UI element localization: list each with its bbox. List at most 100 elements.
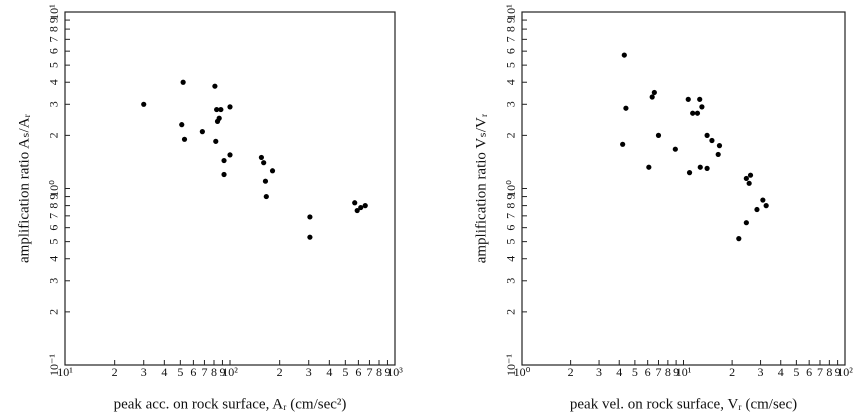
y-tick-label: 8 — [47, 203, 61, 209]
y-tick-label: 3 — [504, 101, 518, 107]
point — [358, 204, 364, 211]
y-tick-label: 6 — [504, 225, 518, 231]
x-tick-label: 5 — [632, 365, 638, 379]
point — [141, 101, 147, 107]
point — [214, 106, 220, 113]
x-tick-label: 7 — [655, 365, 661, 379]
x-tick-label: 6 — [190, 365, 196, 379]
point — [227, 152, 233, 158]
x-tick-label: 10⁰ — [514, 365, 531, 379]
x-tick-label: 2 — [568, 365, 574, 379]
y-tick-label: 10⁻¹ — [47, 354, 61, 376]
point — [621, 52, 627, 58]
y-tick-label: 5 — [504, 239, 518, 245]
point — [179, 122, 185, 128]
point — [716, 143, 723, 149]
y-tick-label: 5 — [504, 62, 518, 68]
y-tick-label: 10⁻¹ — [504, 354, 518, 376]
plot-frame — [64, 11, 396, 366]
point — [262, 178, 269, 184]
y-tick-label: 6 — [47, 225, 61, 231]
x-tick-label: 10³ — [387, 365, 403, 379]
y-tick-label: 10¹ — [47, 4, 61, 20]
x-tick-label: 2 — [729, 365, 735, 379]
y-axis-label: amplification ratio Vₛ/Vᵣ — [473, 113, 489, 263]
x-tick-label: 10¹ — [676, 365, 692, 379]
point — [690, 110, 696, 116]
y-tick-label: 4 — [47, 256, 61, 262]
point — [736, 236, 742, 242]
y-tick-label: 2 — [504, 132, 518, 138]
x-tick-label: 8 — [826, 365, 832, 379]
x-tick-label: 8 — [211, 365, 217, 379]
point — [258, 154, 265, 161]
y-tick-label: 9 — [504, 194, 518, 200]
point — [694, 110, 701, 116]
x-tick-label: 9 — [219, 365, 225, 379]
y-tick-label: 10⁰ — [47, 180, 61, 197]
x-tick-label: 5 — [177, 365, 183, 379]
point — [221, 171, 227, 178]
y-tick-label: 9 — [47, 17, 61, 23]
point — [715, 151, 721, 158]
y-tick-label: 10¹ — [504, 4, 518, 20]
point — [199, 129, 205, 135]
plot-frame — [521, 11, 846, 366]
x-tick-label: 6 — [355, 365, 361, 379]
point — [763, 203, 769, 209]
x-tick-label: 5 — [793, 365, 799, 379]
point — [649, 94, 655, 100]
y-tick-label: 8 — [47, 26, 61, 32]
point — [709, 137, 715, 144]
y-tick-label: 4 — [47, 79, 61, 85]
point — [754, 206, 760, 213]
x-tick-label: 10² — [837, 365, 853, 379]
point — [227, 104, 233, 110]
point — [212, 83, 218, 89]
x-tick-label: 3 — [758, 365, 764, 379]
point — [646, 164, 652, 170]
point — [269, 168, 276, 174]
y-tick-label: 9 — [47, 194, 61, 200]
y-tick-label: 5 — [47, 239, 61, 245]
y-tick-label: 3 — [47, 101, 61, 107]
x-axis-label: peak acc. on rock surface, Aᵣ (cm/sec²) — [114, 396, 347, 412]
point — [686, 170, 693, 176]
point — [214, 118, 221, 124]
point — [352, 200, 358, 206]
point — [746, 180, 752, 186]
x-tick-label: 4 — [326, 365, 332, 379]
x-tick-label: 9 — [384, 365, 390, 379]
point — [747, 172, 754, 178]
y-tick-label: 7 — [504, 213, 518, 219]
y-tick-label: 8 — [504, 203, 518, 209]
point — [704, 165, 710, 171]
point — [685, 96, 691, 102]
point — [261, 160, 267, 166]
point — [218, 106, 224, 113]
y-tick-label: 3 — [504, 278, 518, 284]
y-tick-label: 2 — [47, 132, 61, 138]
x-tick-label: 7 — [817, 365, 823, 379]
point — [181, 136, 188, 142]
x-tick-label: 3 — [141, 365, 147, 379]
x-tick-label: 4 — [616, 365, 622, 379]
point — [623, 105, 629, 111]
point — [655, 132, 662, 138]
point — [354, 207, 360, 214]
x-tick-label: 6 — [806, 365, 812, 379]
point — [221, 157, 227, 164]
y-tick-label: 4 — [504, 79, 518, 85]
point — [743, 220, 749, 226]
x-tick-label: 2 — [112, 365, 118, 379]
x-tick-label: 9 — [835, 365, 841, 379]
y-tick-label: 4 — [504, 256, 518, 262]
x-tick-label: 2 — [277, 365, 283, 379]
x-tick-label: 3 — [306, 365, 312, 379]
y-tick-label: 3 — [47, 278, 61, 284]
x-tick-label: 10² — [222, 365, 238, 379]
point — [180, 79, 186, 85]
x-tick-label: 10¹ — [57, 365, 73, 379]
y-tick-label: 10⁰ — [504, 180, 518, 197]
